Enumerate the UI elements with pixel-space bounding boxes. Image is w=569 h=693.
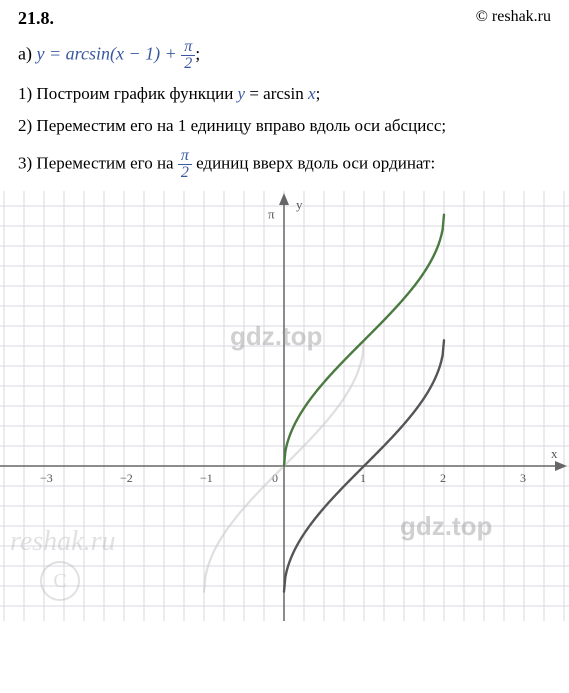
svg-text:1: 1 bbox=[360, 471, 366, 485]
step-3: 3) Переместим его на π2 единиц вверх вдо… bbox=[0, 142, 569, 187]
svg-text:π: π bbox=[268, 207, 275, 222]
problem-number: 21.8. bbox=[18, 8, 54, 29]
step-3-text-after: единиц вверх вдоль оси ординат: bbox=[196, 153, 435, 172]
watermark-c-icon: C bbox=[40, 561, 80, 601]
svg-text:−3: −3 bbox=[40, 471, 53, 485]
step-2-text: Переместим его на 1 единицу вправо вдоль… bbox=[36, 116, 446, 135]
copyright-text: © reshak.ru bbox=[476, 8, 551, 29]
chart-container: yx−3−2−10123π gdz.top gdz.top reshak.ru … bbox=[0, 191, 569, 621]
watermark-reshak: reshak.ru bbox=[10, 526, 116, 558]
svg-text:−1: −1 bbox=[200, 471, 213, 485]
svg-text:−2: −2 bbox=[120, 471, 133, 485]
step-1-num: 1) bbox=[18, 84, 32, 103]
step-3-num: 3) bbox=[18, 153, 32, 172]
svg-text:3: 3 bbox=[520, 471, 526, 485]
svg-text:2: 2 bbox=[440, 471, 446, 485]
step-2-num: 2) bbox=[18, 116, 32, 135]
svg-text:y: y bbox=[296, 197, 303, 212]
step-1-text: Построим график функции bbox=[36, 84, 237, 103]
equation-prefix: а) bbox=[18, 44, 36, 64]
step-1: 1) Построим график функции y = arcsin x; bbox=[0, 78, 569, 110]
step-3-text-before: Переместим его на bbox=[36, 153, 177, 172]
svg-text:x: x bbox=[551, 446, 558, 461]
step-2: 2) Переместим его на 1 единицу вправо вд… bbox=[0, 110, 569, 142]
main-equation: а) y = arcsin(x − 1) + π2; bbox=[0, 33, 569, 78]
step-1-suffix: ; bbox=[316, 84, 321, 103]
